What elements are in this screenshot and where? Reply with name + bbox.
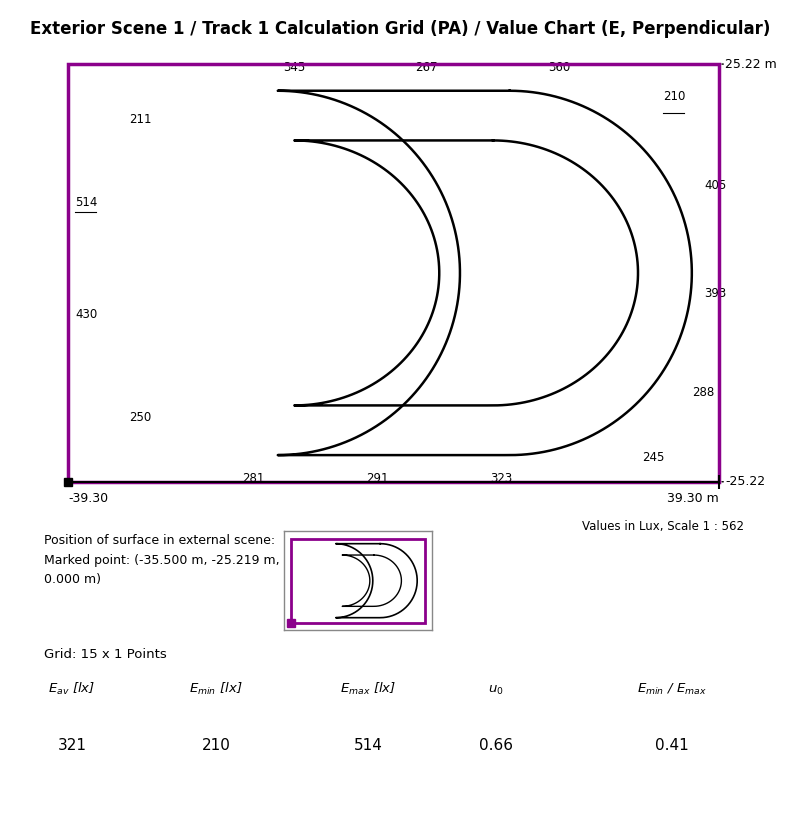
Text: 291: 291 (366, 472, 389, 485)
Text: 281: 281 (242, 472, 264, 485)
Text: 0.41: 0.41 (655, 738, 689, 752)
Text: -39.30: -39.30 (68, 491, 109, 504)
Text: 393: 393 (704, 287, 726, 300)
Text: 345: 345 (283, 61, 306, 74)
Text: 39.30 m: 39.30 m (667, 491, 719, 504)
Text: 25.22 m: 25.22 m (725, 58, 777, 71)
Bar (291, 539, 425, 623)
Text: 323: 323 (490, 472, 513, 485)
Text: 514: 514 (75, 196, 98, 209)
Text: Grid: 15 x 1 Points: Grid: 15 x 1 Points (44, 648, 166, 661)
Text: 210: 210 (663, 90, 686, 104)
Text: Position of surface in external scene:: Position of surface in external scene: (44, 534, 275, 547)
Text: 0.66: 0.66 (479, 738, 513, 752)
Text: 514: 514 (354, 738, 382, 752)
Text: 360: 360 (548, 61, 570, 74)
Text: 430: 430 (75, 308, 97, 321)
Text: 267: 267 (415, 61, 438, 74)
Text: 321: 321 (58, 738, 86, 752)
Text: $E_{av}$ [lx]: $E_{av}$ [lx] (48, 681, 96, 697)
Text: 245: 245 (642, 451, 665, 464)
Text: 0.000 m): 0.000 m) (44, 573, 101, 586)
Text: 405: 405 (704, 179, 726, 192)
Text: -25.22: -25.22 (725, 475, 765, 488)
Text: $E_{min}$ [lx]: $E_{min}$ [lx] (189, 681, 243, 697)
Text: $u_0$: $u_0$ (488, 684, 504, 697)
Text: 250: 250 (129, 412, 151, 425)
Text: $E_{max}$ [lx]: $E_{max}$ [lx] (340, 681, 396, 697)
Text: Marked point: (-35.500 m, -25.219 m,: Marked point: (-35.500 m, -25.219 m, (44, 554, 280, 567)
Text: Values in Lux, Scale 1 : 562: Values in Lux, Scale 1 : 562 (582, 520, 744, 533)
Text: 211: 211 (129, 113, 151, 126)
Text: $E_{min}$ / $E_{max}$: $E_{min}$ / $E_{max}$ (637, 681, 707, 697)
Text: 210: 210 (202, 738, 230, 752)
Text: Exterior Scene 1 / Track 1 Calculation Grid (PA) / Value Chart (E, Perpendicular: Exterior Scene 1 / Track 1 Calculation G… (30, 20, 770, 38)
Text: 288: 288 (692, 386, 714, 399)
